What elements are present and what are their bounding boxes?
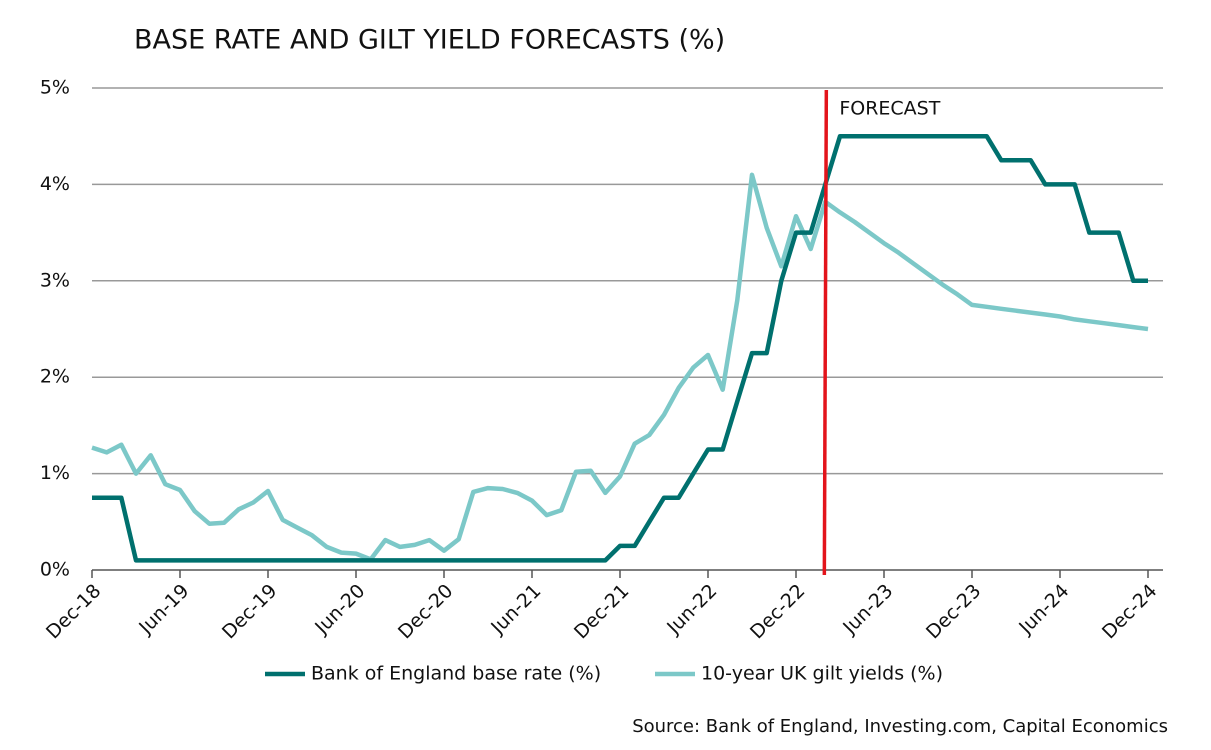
- x-tick-label: Jun-24: [1014, 580, 1073, 639]
- x-tick-label: Jun-22: [662, 580, 721, 639]
- legend-label: 10-year UK gilt yields (%): [701, 663, 943, 685]
- x-tick-label: Jun-19: [134, 580, 193, 639]
- x-tick-label: Jun-23: [838, 580, 897, 639]
- chart-title: BASE RATE AND GILT YIELD FORECASTS (%): [134, 25, 725, 56]
- y-tick-label: 2%: [40, 366, 70, 388]
- legend-label: Bank of England base rate (%): [311, 663, 601, 685]
- x-tick-label: Jun-20: [310, 580, 369, 639]
- y-tick-label: 3%: [40, 269, 70, 291]
- source: Source: Bank of England, Investing.com, …: [632, 716, 1168, 737]
- x-tick-label: Dec-22: [746, 580, 810, 644]
- x-tick-label: Dec-23: [922, 580, 986, 644]
- series-line: [91, 172, 1149, 562]
- annotation: FORECAST: [839, 98, 940, 120]
- series-line: [92, 133, 1148, 563]
- y-tick-label: 0%: [40, 559, 70, 581]
- x-tick-label: Dec-19: [218, 580, 282, 644]
- x-tick-label: Dec-24: [1098, 580, 1162, 644]
- forecast-line: [822, 89, 829, 576]
- y-tick-label: 4%: [40, 173, 70, 195]
- x-tick-label: Jun-21: [486, 580, 545, 639]
- y-tick-label: 1%: [40, 462, 70, 484]
- x-tick-label: Dec-20: [394, 580, 458, 644]
- y-tick-label: 5%: [40, 77, 70, 99]
- x-tick-label: Dec-18: [42, 580, 106, 644]
- x-tick-label: Dec-21: [570, 580, 634, 644]
